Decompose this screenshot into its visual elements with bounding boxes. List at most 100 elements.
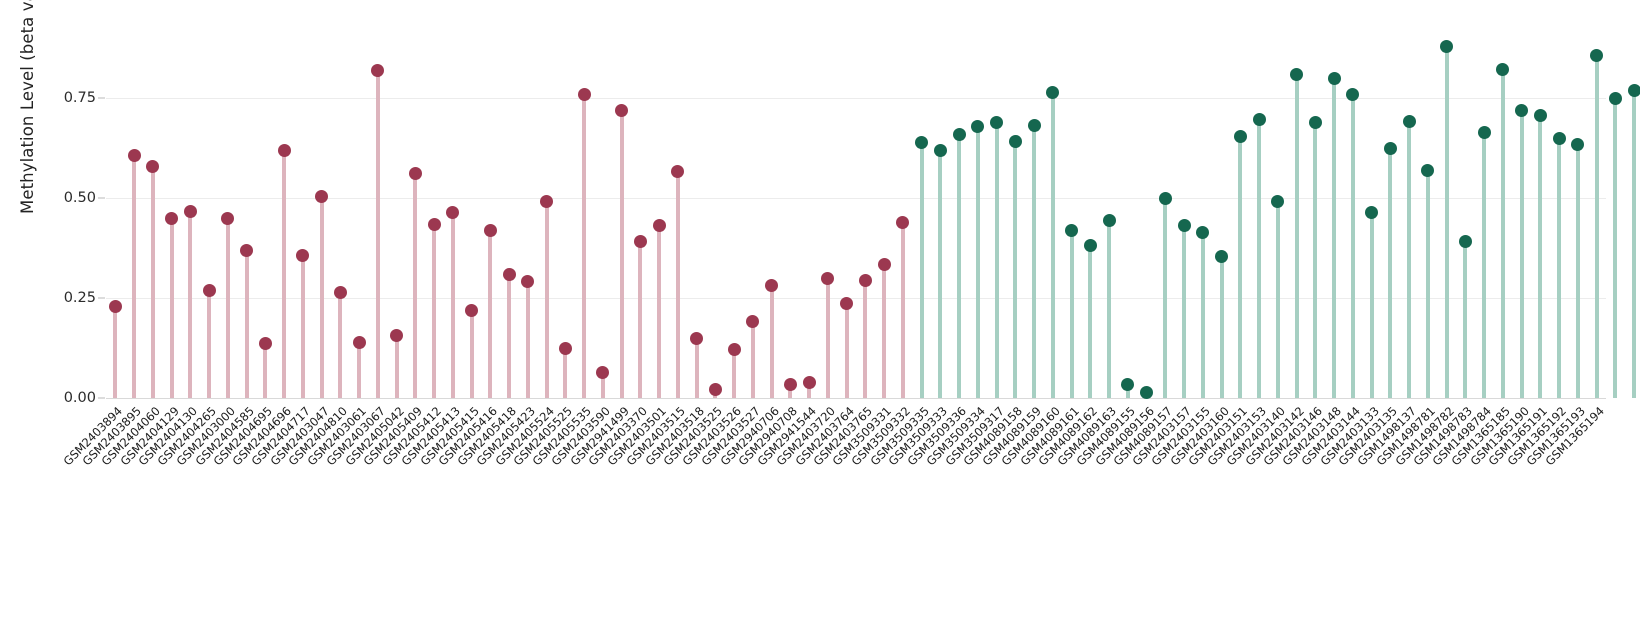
lollipop-marker[interactable] bbox=[1290, 68, 1304, 82]
lollipop-marker[interactable] bbox=[858, 274, 872, 288]
lollipop-marker[interactable] bbox=[146, 160, 160, 174]
lollipop-marker[interactable] bbox=[1552, 131, 1566, 145]
lollipop-marker[interactable] bbox=[783, 377, 797, 391]
lollipop-marker[interactable] bbox=[652, 218, 666, 232]
lollipop-stem bbox=[882, 264, 887, 398]
lollipop-stem bbox=[413, 173, 418, 398]
lollipop-marker[interactable] bbox=[1496, 62, 1510, 76]
lollipop-marker[interactable] bbox=[483, 223, 497, 237]
lollipop-marker[interactable] bbox=[1383, 142, 1397, 156]
lollipop-marker[interactable] bbox=[127, 149, 141, 163]
lollipop-marker[interactable] bbox=[915, 135, 929, 149]
lollipop-stem bbox=[1294, 74, 1299, 398]
lollipop-marker[interactable] bbox=[1440, 39, 1454, 53]
lollipop-marker[interactable] bbox=[183, 205, 197, 219]
lollipop-marker[interactable] bbox=[1083, 238, 1097, 252]
lollipop-marker[interactable] bbox=[990, 115, 1004, 129]
lollipop-marker[interactable] bbox=[1215, 249, 1229, 263]
lollipop-marker[interactable] bbox=[1065, 224, 1079, 238]
lollipop-marker[interactable] bbox=[1121, 377, 1135, 391]
lollipop-marker[interactable] bbox=[240, 243, 254, 257]
lollipop-marker[interactable] bbox=[933, 144, 947, 158]
lollipop-marker[interactable] bbox=[896, 215, 910, 229]
x-axis-labels: GSM2403894 GSM2403895 GSM2404060 GSM2404129… bbox=[61, 404, 1607, 580]
lollipop-stem bbox=[394, 335, 399, 398]
lollipop-marker[interactable] bbox=[390, 328, 404, 342]
lollipop-marker[interactable] bbox=[1402, 115, 1416, 129]
lollipop-marker[interactable] bbox=[108, 299, 122, 313]
lollipop-marker[interactable] bbox=[1571, 137, 1585, 151]
lollipop-stem bbox=[994, 122, 999, 398]
lollipop-marker[interactable] bbox=[1271, 194, 1285, 208]
lollipop-marker[interactable] bbox=[727, 342, 741, 356]
lollipop-marker[interactable] bbox=[258, 337, 272, 351]
lollipop-marker[interactable] bbox=[1533, 109, 1547, 123]
lollipop-marker[interactable] bbox=[671, 164, 685, 178]
lollipop-marker[interactable] bbox=[1458, 234, 1472, 248]
lollipop-marker[interactable] bbox=[708, 383, 722, 397]
lollipop-marker[interactable] bbox=[765, 279, 779, 293]
lollipop-marker[interactable] bbox=[1308, 116, 1322, 130]
lollipop-marker[interactable] bbox=[427, 217, 441, 231]
lollipop-marker[interactable] bbox=[577, 87, 591, 101]
lollipop-marker[interactable] bbox=[802, 376, 816, 390]
lollipop-stem bbox=[1632, 90, 1637, 398]
plot-area bbox=[106, 30, 1640, 399]
lollipop-marker[interactable] bbox=[1008, 135, 1022, 149]
lollipop-marker[interactable] bbox=[1233, 129, 1247, 143]
lollipop-stem bbox=[1200, 232, 1205, 398]
lollipop-marker[interactable] bbox=[502, 267, 516, 281]
lollipop-marker[interactable] bbox=[1365, 205, 1379, 219]
lollipop-marker[interactable] bbox=[1196, 225, 1210, 239]
lollipop-marker[interactable] bbox=[840, 297, 854, 311]
lollipop-stem bbox=[300, 255, 305, 398]
lollipop-marker[interactable] bbox=[1252, 112, 1266, 126]
lollipop-marker[interactable] bbox=[277, 143, 291, 157]
lollipop-marker[interactable] bbox=[333, 286, 347, 300]
lollipop-stem bbox=[1575, 144, 1580, 398]
lollipop-marker[interactable] bbox=[1177, 218, 1191, 232]
lollipop-marker[interactable] bbox=[952, 127, 966, 141]
lollipop-marker[interactable] bbox=[1046, 85, 1060, 99]
lollipop-marker[interactable] bbox=[877, 257, 891, 271]
lollipop-marker[interactable] bbox=[615, 104, 629, 118]
lollipop-stem bbox=[938, 150, 943, 398]
lollipop-stem bbox=[1050, 92, 1055, 398]
lollipop-marker[interactable] bbox=[296, 248, 310, 262]
lollipop-marker[interactable] bbox=[202, 284, 216, 298]
lollipop-marker[interactable] bbox=[1421, 164, 1435, 178]
lollipop-marker[interactable] bbox=[690, 332, 704, 346]
lollipop-marker[interactable] bbox=[371, 64, 385, 78]
lollipop-marker[interactable] bbox=[746, 314, 760, 328]
lollipop-stem bbox=[750, 321, 755, 398]
lollipop-marker[interactable] bbox=[558, 341, 572, 355]
lollipop-marker[interactable] bbox=[221, 211, 235, 225]
lollipop-marker[interactable] bbox=[465, 303, 479, 317]
lollipop-marker[interactable] bbox=[1158, 192, 1172, 206]
lollipop-marker[interactable] bbox=[540, 195, 554, 209]
lollipop-marker[interactable] bbox=[1027, 119, 1041, 133]
lollipop-marker[interactable] bbox=[1346, 87, 1360, 101]
lollipop-marker[interactable] bbox=[446, 206, 460, 220]
lollipop-marker[interactable] bbox=[1140, 385, 1154, 399]
lollipop-marker[interactable] bbox=[596, 366, 610, 380]
lollipop-marker[interactable] bbox=[165, 211, 179, 225]
lollipop-marker[interactable] bbox=[521, 275, 535, 289]
lollipop-marker[interactable] bbox=[408, 167, 422, 181]
lollipop-marker[interactable] bbox=[971, 120, 985, 134]
lollipop-marker[interactable] bbox=[1590, 48, 1604, 62]
lollipop-marker[interactable] bbox=[1327, 71, 1341, 85]
x-axis-baseline bbox=[106, 398, 1606, 399]
lollipop-stem bbox=[1257, 119, 1262, 398]
lollipop-stem bbox=[207, 290, 212, 398]
lollipop-marker[interactable] bbox=[352, 335, 366, 349]
lollipop-marker[interactable] bbox=[1102, 213, 1116, 227]
lollipop-marker[interactable] bbox=[1627, 83, 1640, 97]
lollipop-stem bbox=[244, 250, 249, 398]
lollipop-marker[interactable] bbox=[315, 189, 329, 203]
lollipop-marker[interactable] bbox=[633, 234, 647, 248]
lollipop-marker[interactable] bbox=[821, 271, 835, 285]
lollipop-marker[interactable] bbox=[1515, 103, 1529, 117]
lollipop-marker[interactable] bbox=[1608, 92, 1622, 106]
lollipop-marker[interactable] bbox=[1477, 126, 1491, 140]
